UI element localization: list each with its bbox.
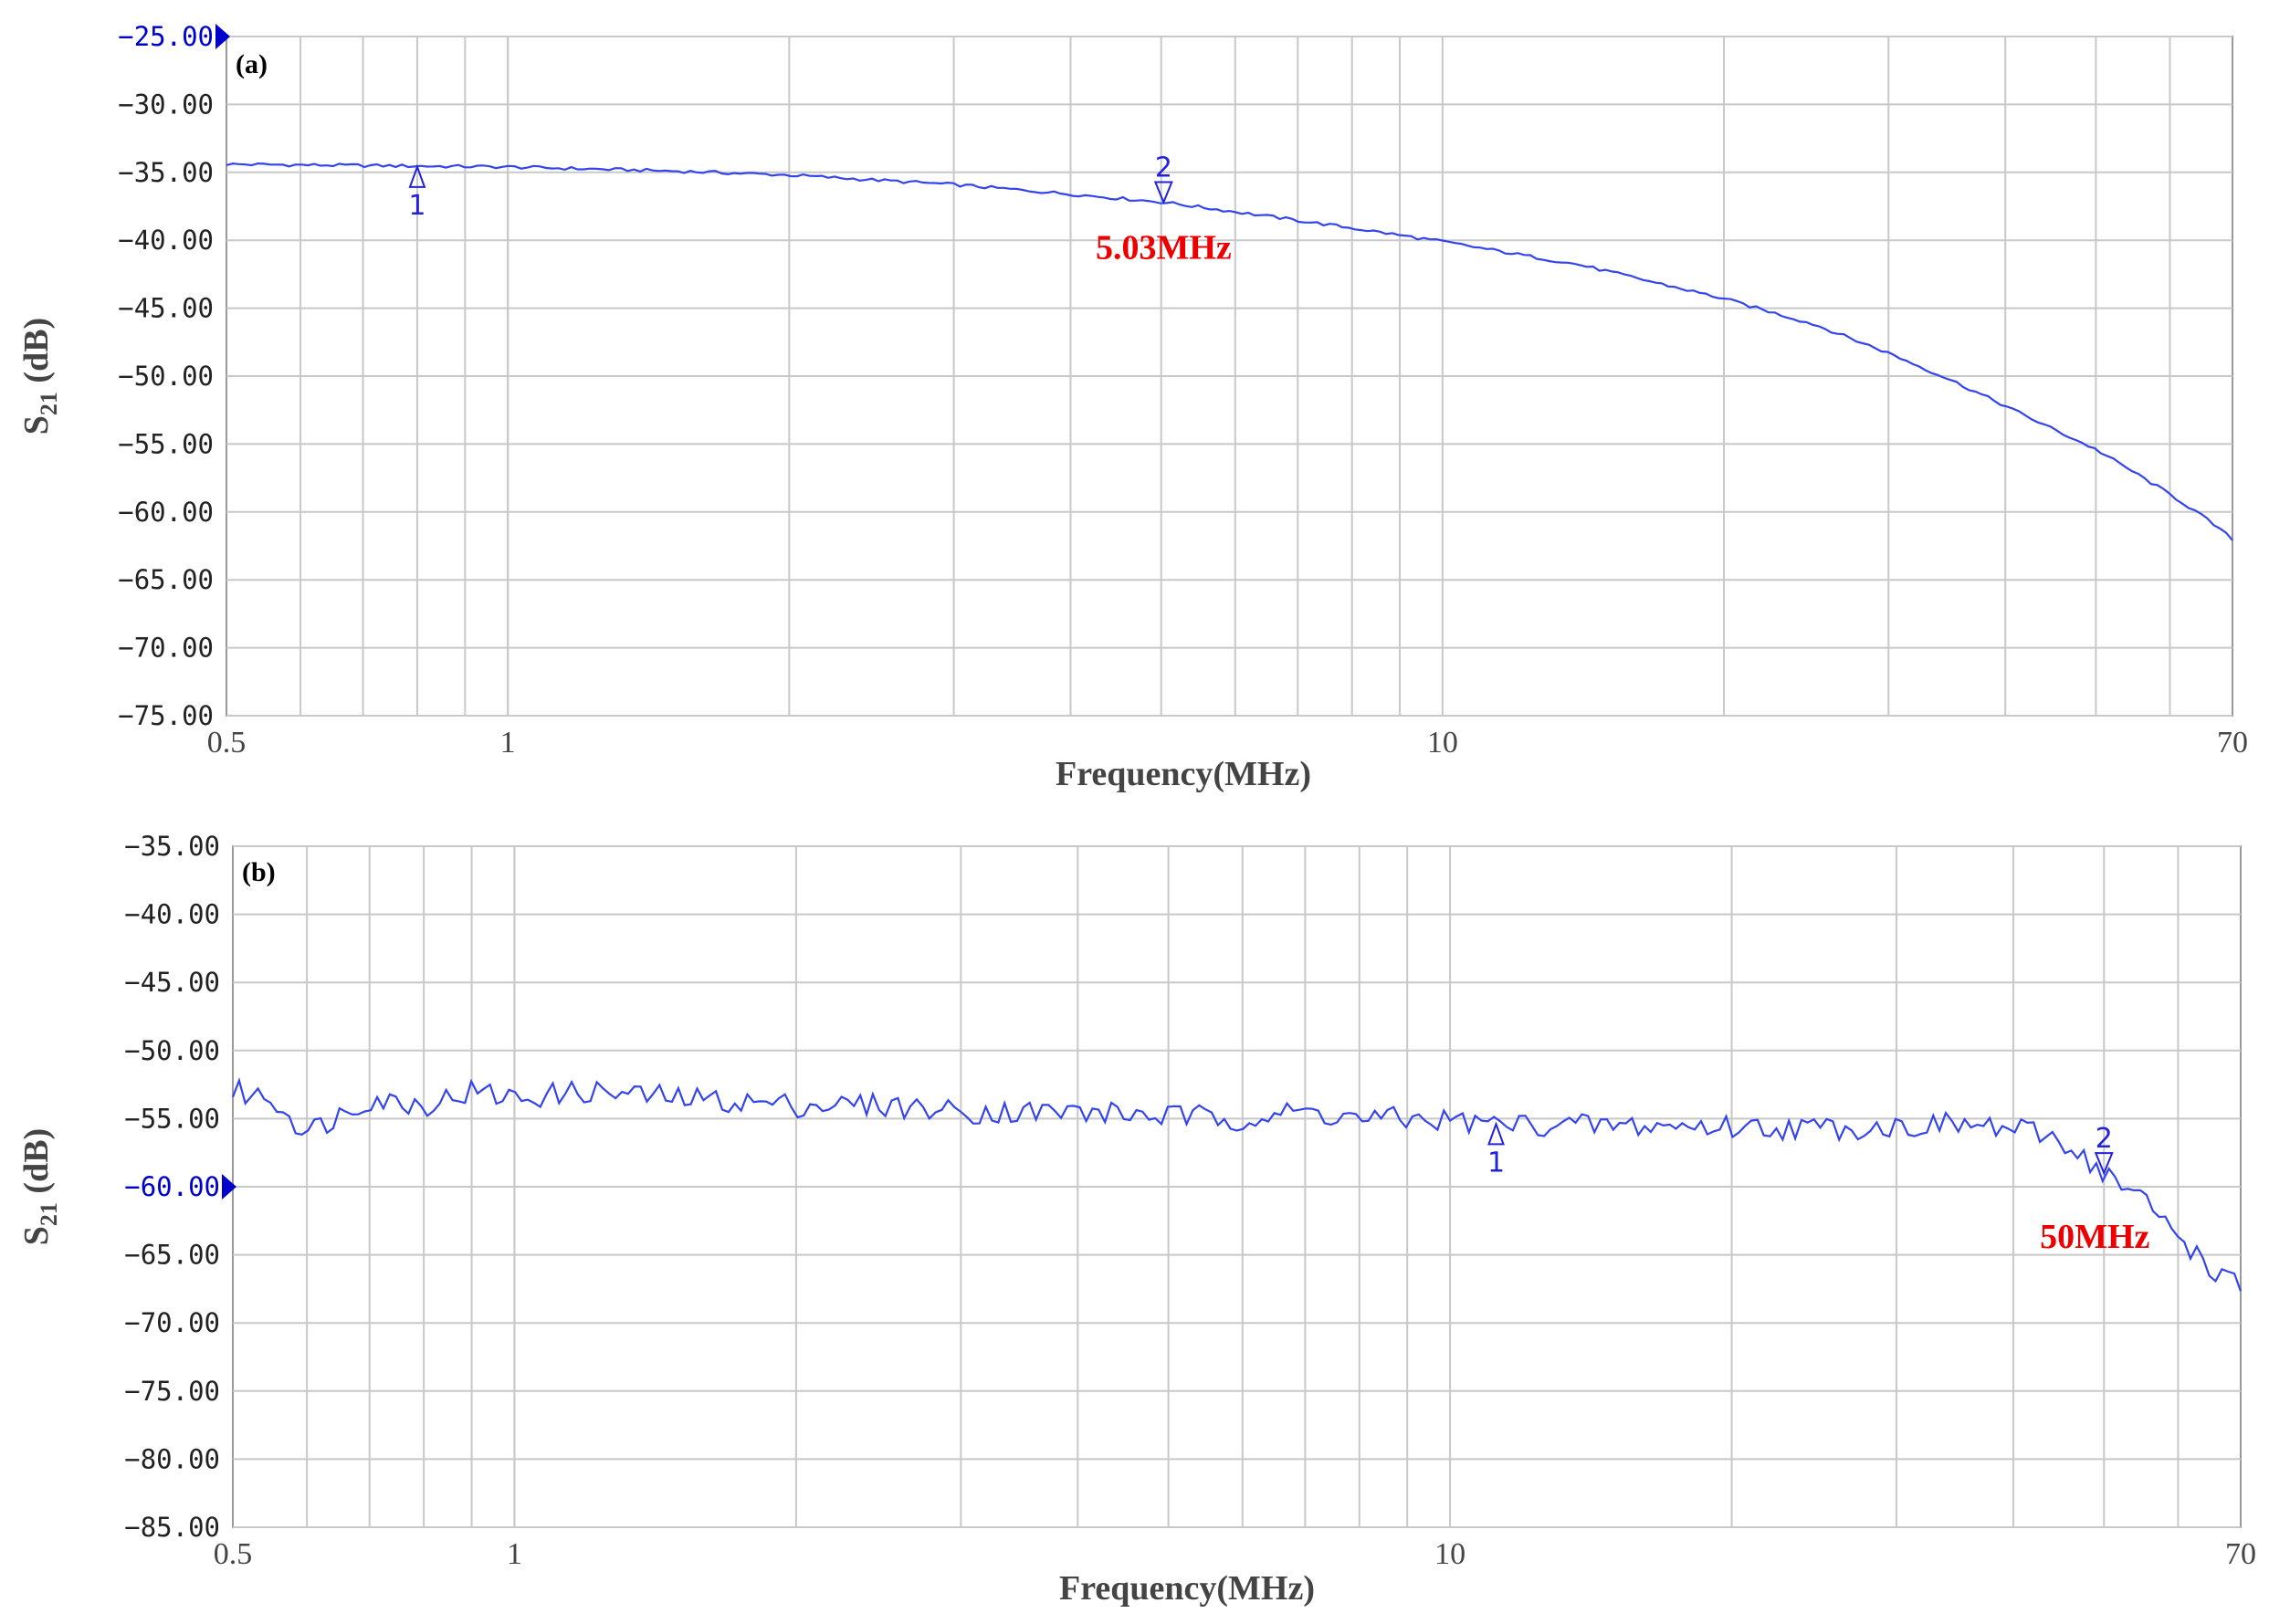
y-axis-title-main: S [17, 415, 56, 435]
y-tick-label: −40.00 [124, 899, 220, 930]
reference-level-arrow [215, 24, 230, 49]
chart-panel-b: −35.00 −40.00 −45.00 −50.00 −55.00 −60.00 −65.… [17, 831, 2256, 1608]
y-axis-title-main: S [17, 1226, 56, 1245]
y-tick-label: −40.00 [118, 225, 214, 256]
x-tick-label: 1 [500, 726, 516, 760]
marker-number: 1 [408, 190, 425, 222]
y-tick-label: −45.00 [118, 293, 214, 324]
marker-number: 1 [1487, 1147, 1505, 1179]
grid [233, 845, 2241, 1528]
y-tick-label: −85.00 [124, 1512, 220, 1543]
reference-level-arrow [222, 1174, 236, 1200]
x-tick-label: 10 [1427, 726, 1458, 760]
y-axis-ticks: −25.00 −30.00 −35.00 −40.00 −45.00 −50.00 −55.… [118, 21, 214, 731]
y-tick-label: −60.00 [124, 1171, 220, 1202]
x-tick-label: 10 [1434, 1537, 1465, 1571]
markers: 1 2 50MHz [1487, 1121, 2150, 1256]
y-tick-label: −25.00 [118, 21, 214, 52]
y-tick-label: −75.00 [124, 1376, 220, 1407]
y-tick-label: −50.00 [118, 361, 214, 392]
x-axis-title: Frequency(MHz) [1059, 1569, 1315, 1608]
marker-triangle [408, 163, 426, 188]
y-tick-label: −65.00 [124, 1240, 220, 1271]
x-tick-label: 70 [2217, 726, 2248, 760]
y-axis-ticks: −35.00 −40.00 −45.00 −50.00 −55.00 −60.00 −65.… [124, 831, 220, 1543]
y-tick-label: −80.00 [124, 1443, 220, 1474]
y-tick-label: −60.00 [118, 497, 214, 528]
y-axis-title-sub: 21 [36, 1202, 62, 1226]
y-axis-title: S21 (dB) [17, 318, 62, 435]
y-tick-label: −35.00 [118, 157, 214, 188]
marker-triangle [1153, 181, 1173, 205]
y-tick-label: −45.00 [124, 967, 220, 998]
y-tick-label: −70.00 [118, 633, 214, 664]
x-axis-ticks: 0.5 1 10 70 [214, 1537, 2256, 1571]
x-axis-ticks: 0.5 1 10 70 [207, 726, 2248, 760]
grid [226, 36, 2232, 717]
s21-trace [226, 162, 2233, 541]
s21-trace [231, 1077, 2243, 1292]
y-tick-label: −50.00 [124, 1035, 220, 1066]
y-axis-title-unit: (dB) [17, 1128, 56, 1202]
x-tick-label: 70 [2225, 1537, 2256, 1571]
y-tick-label: −70.00 [124, 1307, 220, 1338]
y-tick-label: −55.00 [118, 428, 214, 459]
x-tick-label: 0.5 [207, 726, 247, 760]
y-axis-title-sub: 21 [36, 392, 62, 415]
x-tick-label: 0.5 [214, 1537, 253, 1571]
x-axis-title: Frequency(MHz) [1056, 755, 1311, 793]
marker-number: 2 [2096, 1123, 2113, 1155]
y-tick-label: −65.00 [118, 564, 214, 595]
markers: 1 2 5.03MHz [408, 152, 1231, 267]
y-tick-label: −35.00 [124, 831, 220, 862]
y-axis-title-unit: (dB) [17, 318, 56, 392]
marker-number: 2 [1155, 152, 1172, 184]
y-tick-label: −75.00 [118, 700, 214, 731]
marker-triangle [2094, 1152, 2114, 1176]
marker-triangle [1487, 1121, 1505, 1146]
marker-annotation: 5.03MHz [1096, 229, 1232, 267]
y-tick-label: −55.00 [124, 1103, 220, 1134]
panel-label: (a) [236, 49, 268, 79]
marker-annotation: 50MHz [2040, 1218, 2149, 1256]
chart-panel-a: −25.00 −30.00 −35.00 −40.00 −45.00 −50.00 −55.… [17, 21, 2248, 793]
panel-label: (b) [242, 857, 276, 887]
y-tick-label: −30.00 [118, 89, 214, 120]
y-axis-title: S21 (dB) [17, 1128, 62, 1245]
x-tick-label: 1 [507, 1537, 522, 1571]
